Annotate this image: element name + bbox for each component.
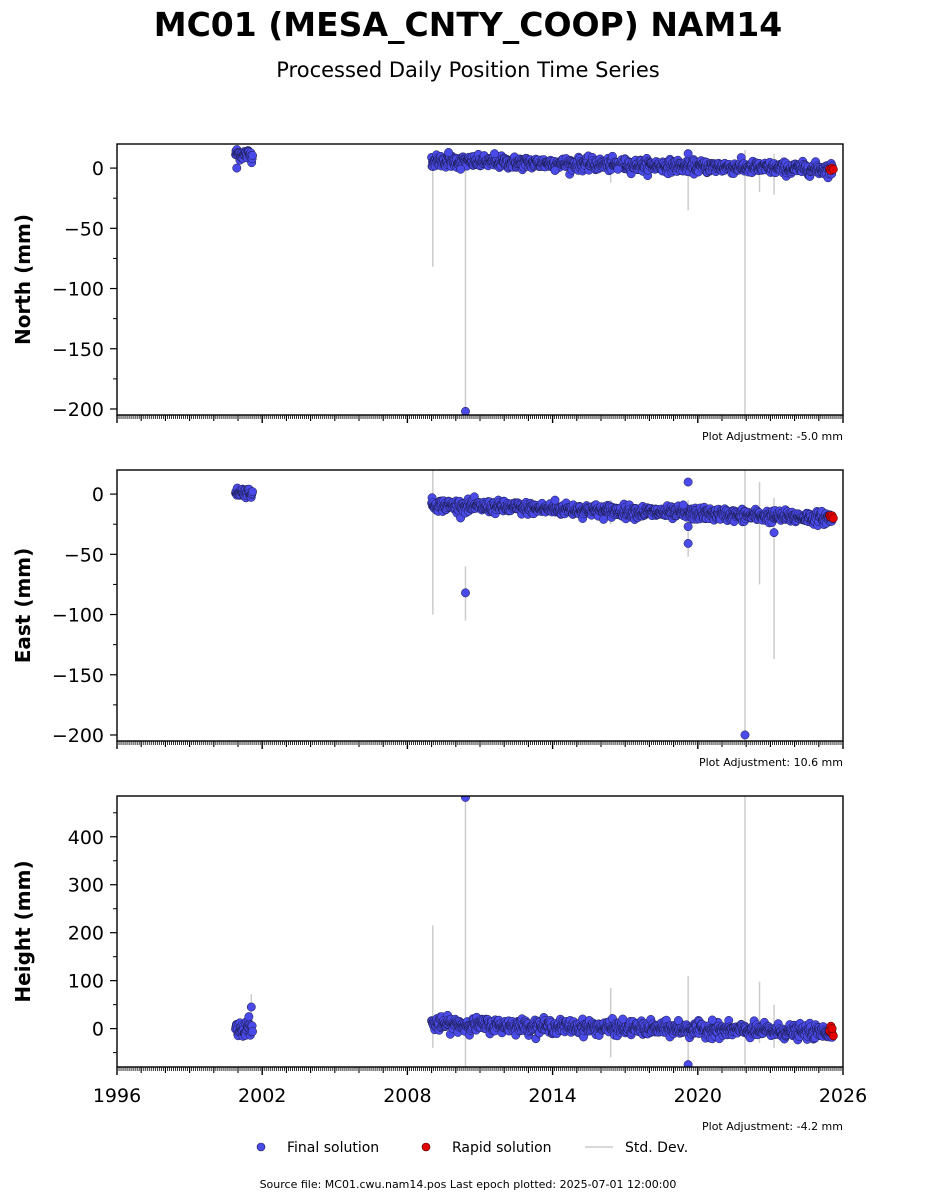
final-point xyxy=(707,1015,717,1025)
final-point xyxy=(456,164,466,174)
legend-marker-final xyxy=(256,1142,266,1152)
plot-adjustment-note: Plot Adjustment: -5.0 mm xyxy=(702,430,843,443)
final-point xyxy=(550,495,560,505)
ytick-label: −150 xyxy=(52,339,104,361)
source-note: Source file: MC01.cwu.nam14.pos Last epo… xyxy=(260,1178,677,1191)
final-point xyxy=(248,1027,257,1037)
xtick-label: 2008 xyxy=(383,1085,431,1107)
ytick-label: −150 xyxy=(52,665,104,687)
final-point xyxy=(683,539,693,548)
final-point xyxy=(683,477,693,487)
ytick-label: 0 xyxy=(92,1019,104,1041)
panel-1: 0 −50 −100 −150 −200 North (mm) Plot Adjustmen… xyxy=(11,143,844,443)
rapid-point xyxy=(828,513,838,523)
rapid-point xyxy=(828,164,838,174)
panel-frame xyxy=(116,143,844,416)
xtick-label: 2002 xyxy=(238,1085,286,1107)
chart-title: MC01 (MESA_CNTY_COOP) NAM14 xyxy=(154,5,782,44)
ytick-label: 100 xyxy=(68,971,104,993)
ytick-label: 300 xyxy=(68,875,104,897)
plot-area xyxy=(231,145,838,415)
final-point xyxy=(246,1002,256,1012)
ytick-label: −50 xyxy=(64,218,104,240)
plot-adjustment-note: Plot Adjustment: 10.6 mm xyxy=(699,756,843,769)
final-point xyxy=(769,528,779,538)
legend-label-final: Final solution xyxy=(287,1140,379,1156)
y-axis-label: Height (mm) xyxy=(11,860,35,1002)
y-axis-label: North (mm) xyxy=(11,214,35,345)
final-point xyxy=(461,406,470,415)
plot-area xyxy=(231,470,838,741)
final-point xyxy=(490,149,499,159)
ytick-label: −200 xyxy=(52,725,104,747)
ytick-label: −100 xyxy=(52,279,104,301)
final-point xyxy=(740,730,750,740)
rapid-point xyxy=(827,1024,837,1034)
final-point xyxy=(461,796,470,802)
final-point xyxy=(550,166,560,175)
final-point xyxy=(232,163,242,173)
legend-label-rapid: Rapid solution xyxy=(452,1140,552,1156)
ytick-label: 400 xyxy=(68,827,104,849)
chart-subtitle: Processed Daily Position Time Series xyxy=(276,58,660,82)
panels: 0 −50 −100 −150 −200 North (mm) Plot Adjustmen… xyxy=(11,143,867,1133)
final-point xyxy=(618,1014,628,1024)
final-point xyxy=(683,1060,693,1067)
xtick-label: 1996 xyxy=(93,1085,141,1107)
ytick-label: −100 xyxy=(52,605,104,627)
final-point xyxy=(461,588,470,598)
ytick-label: 0 xyxy=(92,484,104,506)
final-point xyxy=(678,500,688,510)
xtick-label: 2020 xyxy=(674,1085,722,1107)
final-point xyxy=(244,1012,254,1022)
ytick-label: −50 xyxy=(64,544,104,566)
ytick-label: 0 xyxy=(92,158,104,180)
legend: Final solution Rapid solution Std. Dev. xyxy=(256,1140,688,1156)
legend-label-stddev: Std. Dev. xyxy=(625,1140,688,1156)
ytick-label: −200 xyxy=(52,399,104,421)
xtick-label: 2014 xyxy=(528,1085,576,1107)
panel-3: 400 300 200 100 0 1996 2002 2008 2014 2020 2026 Hei… xyxy=(11,795,867,1133)
ytick-label: 200 xyxy=(68,923,104,945)
final-point xyxy=(683,522,693,532)
final-point xyxy=(444,147,453,157)
final-point xyxy=(248,151,257,160)
y-axis-label: East (mm) xyxy=(11,548,35,664)
legend-marker-rapid xyxy=(421,1142,431,1152)
xtick-label: 2026 xyxy=(819,1085,867,1107)
final-point xyxy=(683,149,693,159)
final-point xyxy=(673,1016,683,1025)
final-point xyxy=(248,487,257,497)
plot-adjustment-note: Plot Adjustment: -4.2 mm xyxy=(702,1120,843,1133)
final-point xyxy=(613,164,623,174)
plot-area xyxy=(231,796,838,1067)
panel-2: 0 −50 −100 −150 −200 East (mm) Plot Adjustment… xyxy=(11,469,844,769)
